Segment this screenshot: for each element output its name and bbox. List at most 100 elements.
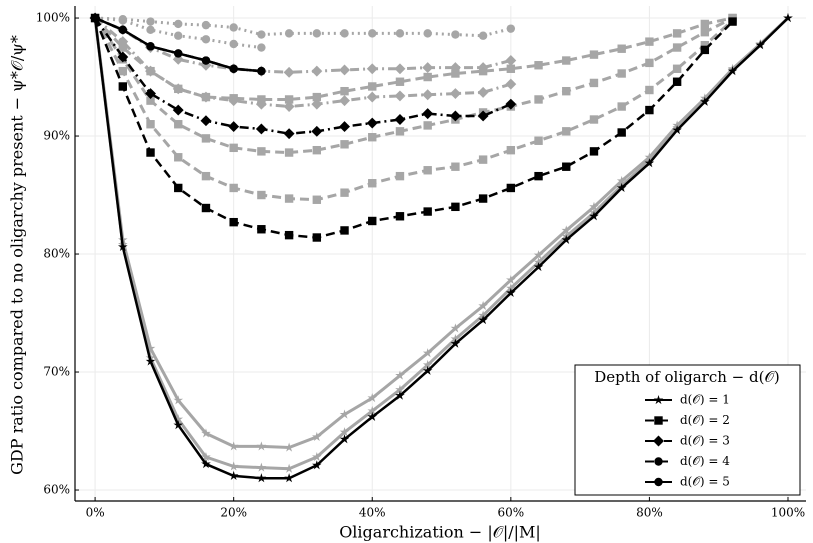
marker: [172, 104, 184, 116]
marker: [201, 451, 211, 462]
marker: [505, 55, 517, 66]
marker: [534, 95, 543, 104]
marker: [257, 66, 266, 76]
series-line: [93, 17, 789, 480]
legend-label: d(𝒪) = 3: [680, 434, 730, 448]
marker: [645, 85, 654, 95]
marker: [201, 35, 211, 44]
legend-label: d(𝒪) = 4: [680, 454, 730, 468]
x-tick-label: 20%: [220, 506, 247, 520]
marker: [395, 77, 405, 86]
marker: [367, 411, 378, 421]
marker: [562, 86, 571, 96]
marker: [284, 194, 294, 203]
marker: [672, 125, 682, 135]
marker: [589, 115, 599, 124]
marker: [228, 461, 239, 471]
marker: [477, 86, 489, 98]
marker: [755, 40, 766, 50]
marker: [645, 105, 654, 115]
series-line: [94, 16, 512, 109]
x-tick-label: 60%: [497, 506, 524, 520]
marker: [366, 117, 378, 129]
marker: [256, 473, 267, 483]
marker: [368, 133, 377, 142]
marker: [617, 69, 626, 78]
legend-marker: [654, 416, 663, 425]
marker: [617, 102, 626, 111]
legend-box: [574, 364, 801, 496]
marker: [423, 121, 432, 130]
marker: [229, 39, 238, 49]
marker: [589, 211, 599, 221]
marker: [450, 338, 461, 348]
marker: [645, 37, 654, 46]
marker: [312, 29, 322, 38]
x-tick-label: 0%: [86, 506, 105, 520]
marker: [534, 61, 543, 70]
marker: [478, 194, 488, 203]
marker: [368, 29, 377, 38]
marker: [146, 17, 155, 26]
marker: [395, 127, 405, 136]
marker: [423, 207, 432, 216]
marker: [118, 82, 128, 91]
marker: [201, 134, 211, 143]
marker: [478, 315, 488, 325]
marker: [672, 64, 682, 73]
marker: [506, 24, 516, 33]
marker: [395, 384, 405, 394]
marker: [201, 459, 211, 469]
marker: [368, 179, 377, 188]
marker: [423, 29, 432, 38]
marker: [118, 66, 128, 76]
marker: [366, 91, 378, 103]
marker: [340, 29, 349, 38]
marker: [229, 183, 238, 193]
marker: [449, 62, 461, 74]
marker: [449, 110, 461, 122]
series-line: [93, 17, 734, 202]
marker: [394, 63, 406, 75]
marker: [533, 250, 544, 260]
marker: [395, 370, 405, 380]
marker: [672, 43, 682, 52]
marker: [450, 333, 461, 344]
x-axis-label: Oligarchization − |𝒪|/|M|: [339, 523, 541, 542]
marker: [340, 140, 349, 149]
marker: [783, 12, 793, 23]
marker: [283, 101, 295, 112]
marker: [616, 175, 627, 185]
marker: [700, 96, 710, 106]
marker: [617, 128, 626, 137]
marker: [589, 50, 599, 59]
marker: [229, 143, 238, 153]
marker: [506, 64, 516, 73]
marker: [340, 188, 349, 197]
marker: [311, 125, 323, 137]
marker: [312, 431, 322, 442]
legend-marker: [653, 435, 664, 447]
marker: [394, 90, 406, 102]
marker: [312, 92, 322, 102]
marker: [478, 155, 488, 164]
marker: [339, 409, 350, 419]
y-tick-label: 70%: [43, 365, 70, 379]
marker: [616, 182, 627, 193]
marker: [257, 30, 266, 39]
marker: [117, 36, 129, 48]
marker: [284, 230, 294, 240]
marker: [534, 171, 543, 181]
marker: [368, 216, 377, 226]
marker: [312, 233, 322, 242]
marker: [174, 49, 183, 58]
marker: [228, 470, 239, 480]
marker: [672, 29, 682, 38]
marker: [505, 78, 517, 90]
marker: [533, 261, 544, 272]
marker: [366, 63, 378, 75]
marker: [422, 89, 434, 101]
marker: [700, 27, 710, 37]
marker: [395, 29, 405, 38]
marker: [506, 287, 516, 298]
